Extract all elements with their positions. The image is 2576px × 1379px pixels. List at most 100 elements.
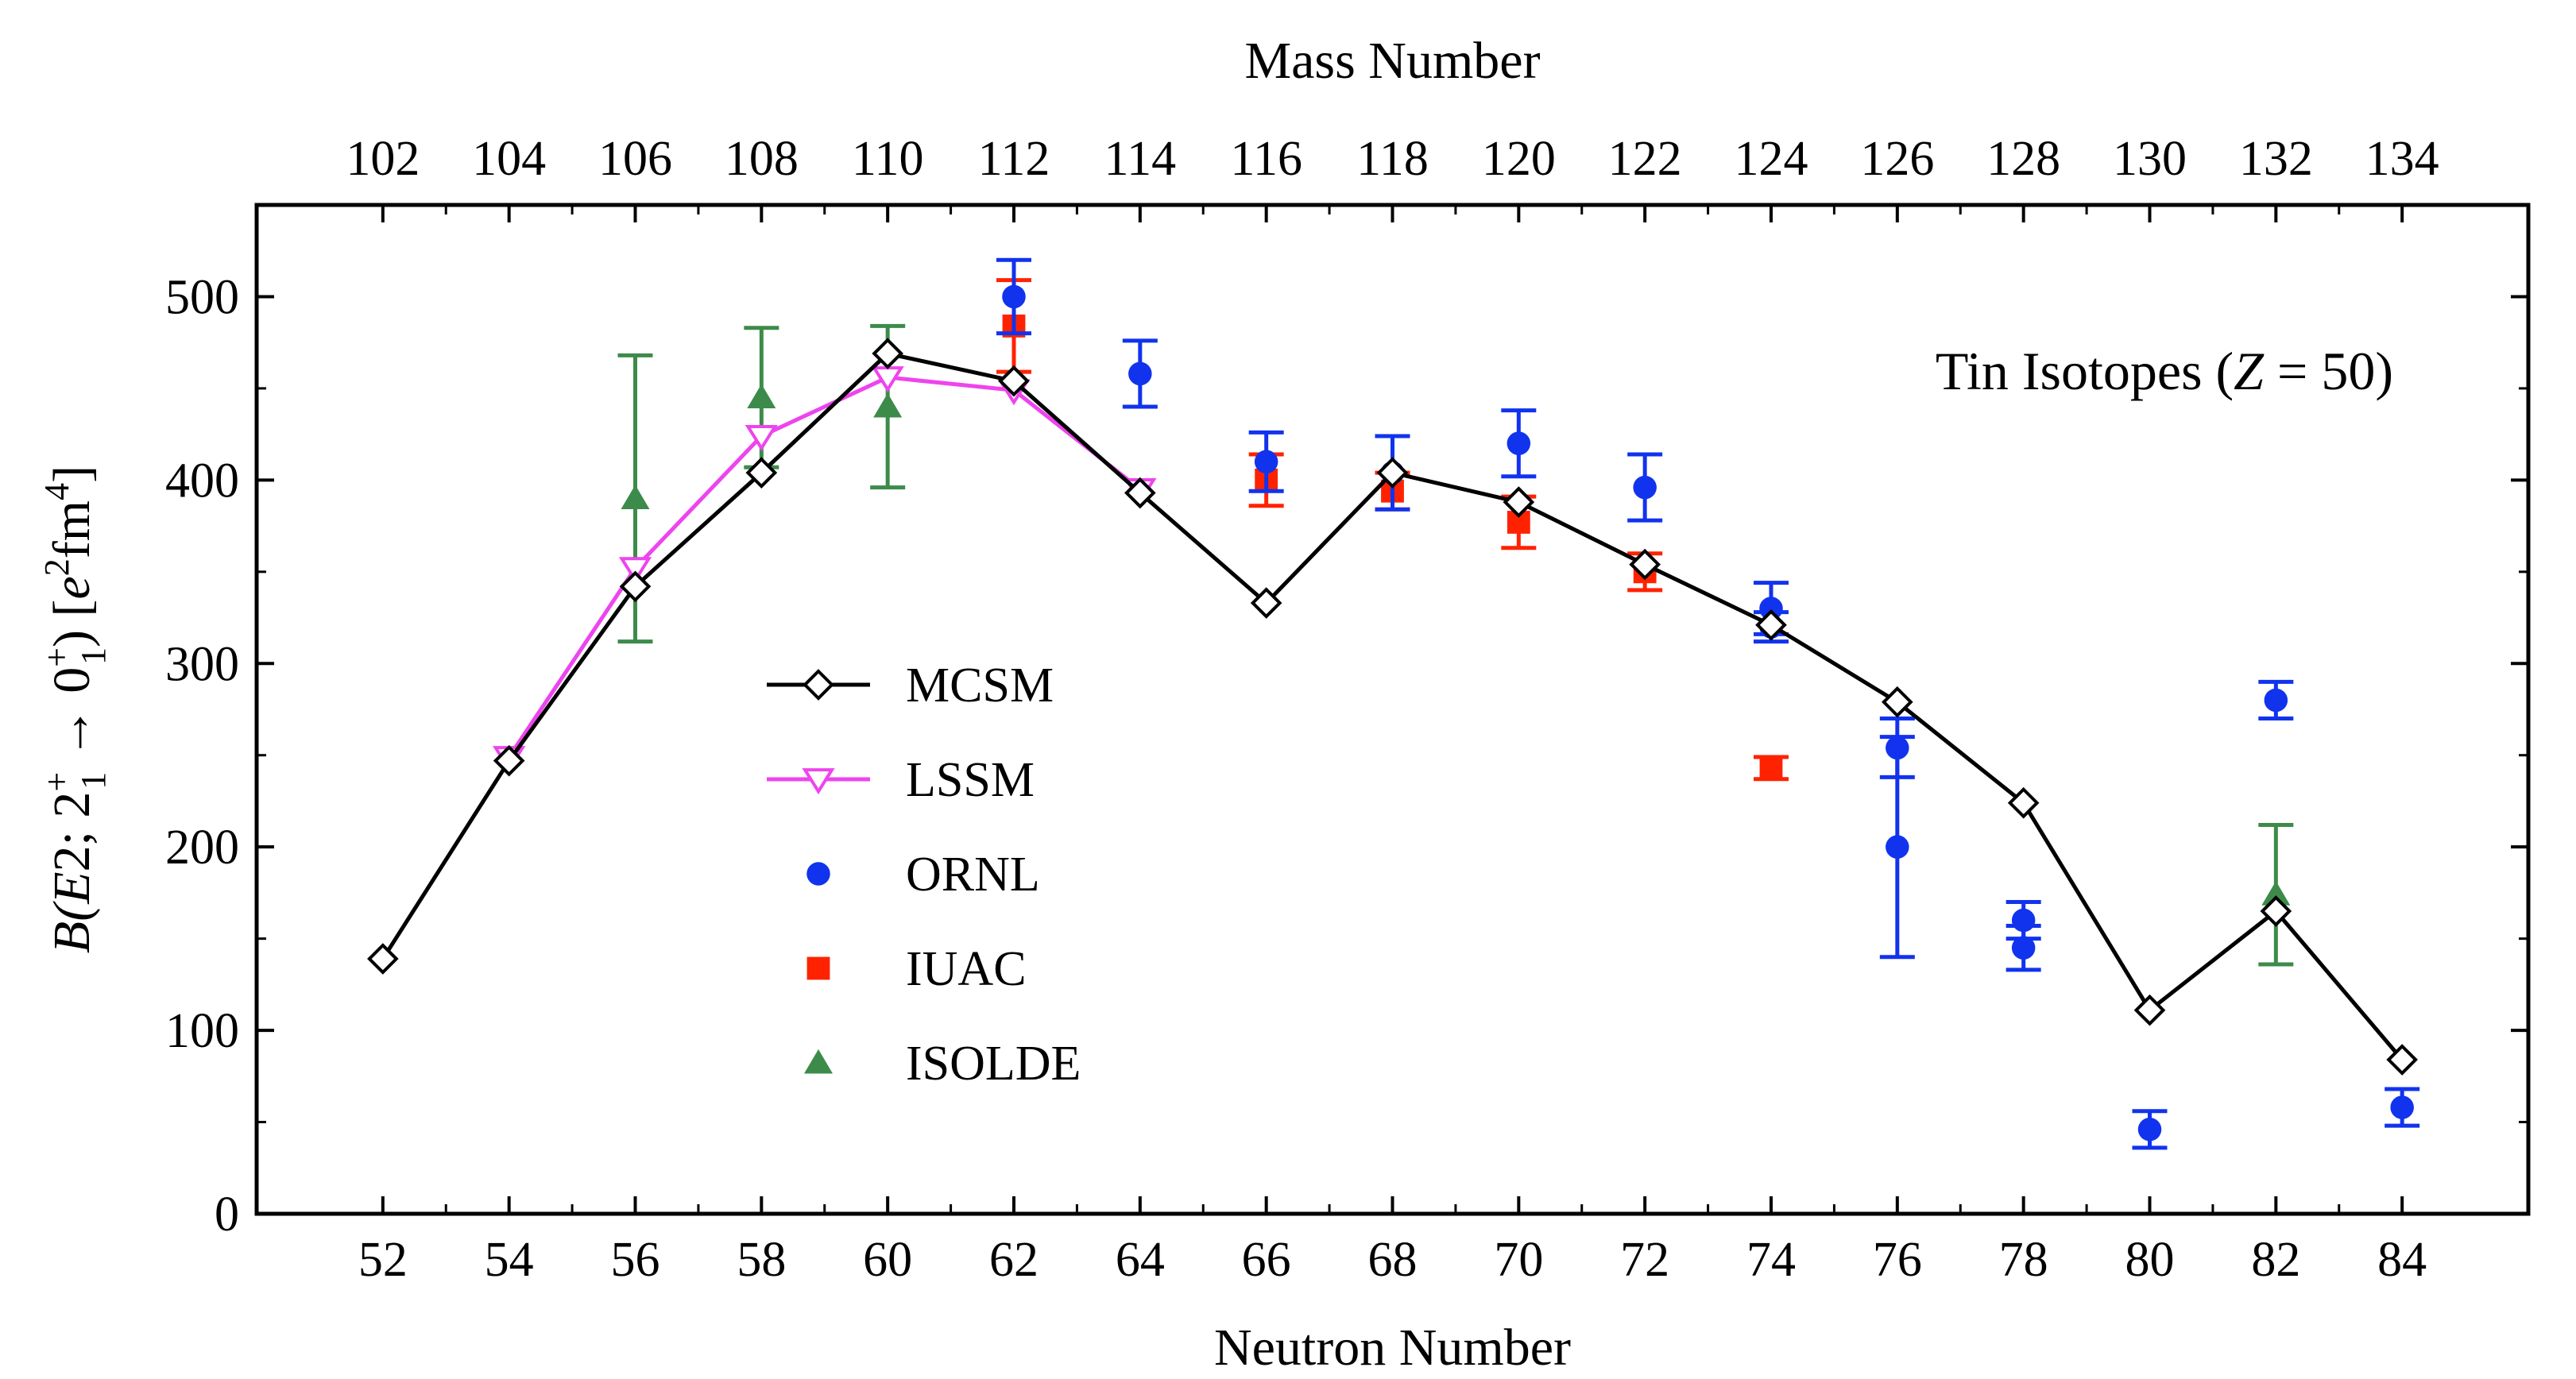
data-point (1503, 486, 1535, 518)
data-point (621, 485, 650, 509)
y-tick-label: 500 (165, 270, 239, 324)
series-iuac (996, 278, 1789, 782)
x-tick-label: 64 (1116, 1233, 1165, 1287)
legend-item-ornl: ORNL (806, 848, 1040, 902)
x-axis-title: Neutron Number (1214, 1319, 1571, 1377)
x2-tick-label: 124 (1735, 132, 1808, 186)
legend-label: LSSM (906, 753, 1035, 807)
legend-label: ORNL (906, 848, 1040, 902)
legend-item-lssm: LSSM (767, 753, 1035, 807)
data-point (745, 425, 778, 452)
x-tick-label: 60 (863, 1233, 912, 1287)
data-point (998, 365, 1030, 397)
legend-marker (803, 669, 834, 701)
data-point (493, 744, 525, 777)
data-point (1128, 361, 1152, 386)
series-lssm (493, 366, 1157, 773)
data-point (1254, 450, 1278, 474)
x2-tick-label: 108 (725, 132, 799, 186)
data-point (1002, 284, 1026, 309)
legend-marker (802, 768, 835, 795)
x-tick-label: 70 (1494, 1233, 1543, 1287)
x-tick-label: 62 (989, 1233, 1039, 1287)
data-point (1882, 686, 1913, 718)
x2-tick-label: 128 (1986, 132, 2060, 186)
data-point (2137, 1118, 2162, 1141)
series-layer (367, 257, 2420, 1150)
x-tick-label: 82 (2251, 1233, 2300, 1287)
x2-tick-label: 126 (1860, 132, 1934, 186)
x2-tick-label: 116 (1230, 132, 1302, 186)
data-point (1250, 587, 1282, 619)
legend-item-isolde: ISOLDE (804, 1037, 1081, 1091)
legend-label: MCSM (906, 659, 1054, 713)
data-point (2386, 1044, 2418, 1076)
legend-item-mcsm: MCSM (767, 659, 1054, 713)
data-point (1759, 597, 1783, 620)
x-tick-label: 52 (358, 1233, 408, 1287)
x2-tick-label: 134 (2365, 132, 2439, 186)
data-point (1755, 608, 1787, 641)
data-point (2264, 688, 2288, 713)
x-tick-label: 78 (1999, 1233, 2048, 1287)
data-point (1886, 835, 1909, 859)
legend-marker (804, 1049, 833, 1074)
data-point (745, 457, 778, 489)
series-isolde (617, 323, 2294, 967)
x2-tick-label: 132 (2239, 132, 2313, 186)
x2-tick-label: 106 (598, 132, 672, 186)
x2-tick-label: 110 (852, 132, 924, 186)
data-point (1376, 457, 1409, 489)
legend: MCSM LSSM ORNL IUAC ISOLDE (767, 659, 1081, 1091)
x-tick-label: 76 (1873, 1233, 1922, 1287)
data-point (2133, 994, 2166, 1026)
data-point (1124, 477, 1156, 509)
x-tick-label: 72 (1620, 1233, 1669, 1287)
x-tick-label: 58 (737, 1233, 786, 1287)
y-tick-label: 100 (165, 1004, 239, 1058)
x2-tick-label: 112 (978, 132, 1050, 186)
data-point (747, 384, 776, 408)
data-point (618, 557, 652, 584)
data-point (1759, 756, 1783, 780)
y-tick-label: 400 (165, 454, 239, 508)
data-point (1507, 431, 1531, 455)
y-tick-label: 200 (165, 821, 239, 875)
legend-label: ISOLDE (906, 1037, 1081, 1091)
data-point (367, 943, 399, 975)
data-point (2261, 881, 2291, 906)
x2-tick-label: 130 (2113, 132, 2187, 186)
axis-layer: 52 102 54 104 56 106 58 108 60 110 62 112 64 114 66 116… (165, 132, 2528, 1287)
data-point (2007, 786, 2040, 819)
x-tick-label: 84 (2377, 1233, 2427, 1287)
data-point (1633, 475, 1657, 500)
legend-item-iuac: IUAC (806, 942, 1027, 996)
y-tick-label: 0 (215, 1188, 239, 1242)
legend-label: IUAC (906, 942, 1027, 996)
chart-annotation: Tin Isotopes (Z = 50) (1936, 341, 2393, 401)
x-tick-label: 74 (1746, 1233, 1796, 1287)
data-point (619, 570, 652, 603)
data-point (2260, 895, 2292, 927)
x2-tick-label: 122 (1608, 132, 1682, 186)
x-tick-label: 68 (1368, 1233, 1418, 1287)
x2-axis-title: Mass Number (1244, 32, 1540, 90)
y-axis-title: B(E2; 2+1 → 0+1) [e2fm4] (37, 465, 113, 953)
data-point (873, 392, 903, 418)
series-line-lssm (507, 375, 1142, 759)
data-point (1629, 548, 1661, 581)
x2-tick-label: 120 (1482, 132, 1556, 186)
x2-tick-label: 104 (472, 132, 546, 186)
data-point (2011, 936, 2036, 960)
x-tick-label: 80 (2125, 1233, 2175, 1287)
x-tick-label: 66 (1242, 1233, 1291, 1287)
x-tick-label: 56 (611, 1233, 660, 1287)
y-tick-label: 300 (165, 637, 239, 691)
series-mcsm (367, 338, 2418, 1076)
x2-tick-label: 118 (1356, 132, 1429, 186)
x-tick-label: 54 (485, 1233, 534, 1287)
legend-marker (806, 862, 830, 886)
x2-tick-label: 114 (1104, 132, 1176, 186)
x2-tick-label: 102 (346, 132, 420, 186)
